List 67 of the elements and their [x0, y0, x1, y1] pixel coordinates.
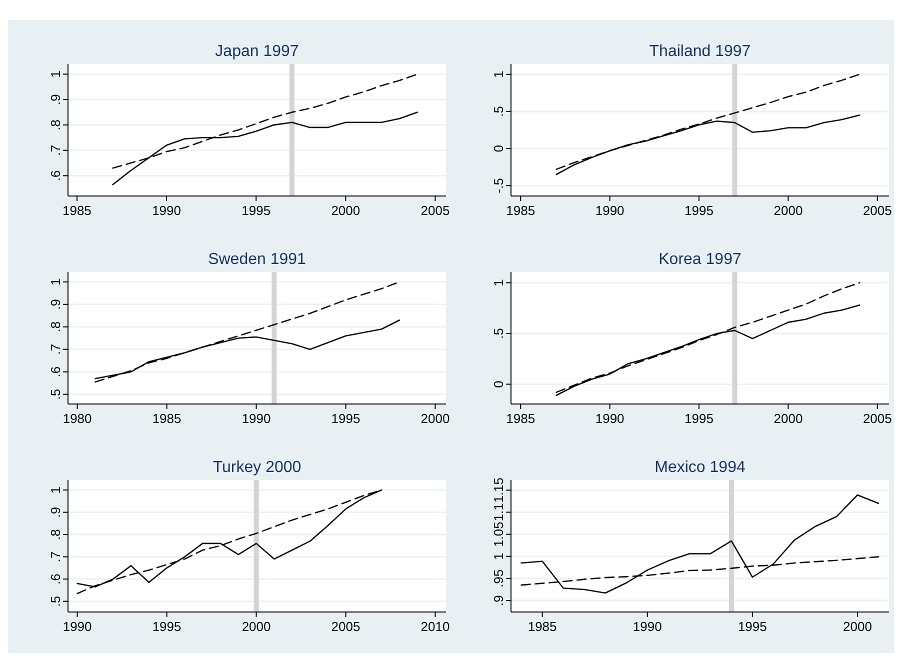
x-tick-label: 1980	[62, 411, 92, 426]
y-tick-label: 1	[48, 486, 63, 494]
y-tick-label: .8	[48, 529, 63, 540]
x-tick-label: 1985	[528, 619, 557, 634]
x-tick-label: 1990	[595, 203, 624, 218]
y-tick-label: 1.05	[491, 522, 506, 547]
x-tick-label: 1990	[62, 619, 92, 634]
y-tick-label: .8	[48, 120, 63, 130]
chart-title: Korea 1997	[658, 251, 742, 268]
x-tick-label: 2005	[331, 619, 360, 634]
y-tick-label: .5	[48, 388, 63, 400]
x-tick-label: 1995	[242, 203, 271, 218]
chart-title: Japan 1997	[215, 43, 299, 60]
x-tick-label: 2000	[331, 203, 360, 218]
y-tick-label: .9	[48, 506, 63, 518]
y-tick-label: 0	[491, 144, 506, 152]
y-tick-label: .6	[48, 574, 63, 584]
x-tick-label: 2000	[774, 411, 803, 426]
x-tick-label: 1985	[62, 203, 92, 218]
x-tick-label: 1995	[684, 411, 714, 426]
chart-title: Sweden 1991	[208, 251, 306, 268]
line-series	[520, 494, 880, 594]
x-tick-label: 1990	[595, 411, 624, 426]
y-tick-label: 1	[491, 279, 506, 286]
y-tick-label: -.5	[491, 178, 506, 194]
chart-title: Turkey 2000	[212, 459, 302, 476]
x-tick-label: 2005	[862, 203, 892, 218]
x-tick-label: 1990	[152, 203, 181, 218]
y-tick-label: .9	[48, 94, 63, 105]
chart-title: Thailand 1997	[649, 43, 751, 60]
y-tick-label: .5	[491, 106, 506, 117]
x-tick-label: 2000	[774, 203, 803, 218]
y-tick-label: 1.1	[491, 503, 506, 522]
x-tick-label: 1985	[506, 203, 536, 218]
line-series	[556, 282, 860, 393]
x-tick-label: 1995	[684, 203, 714, 218]
y-tick-label: 1	[48, 70, 63, 78]
x-tick-label: 2000	[420, 411, 450, 426]
x-tick-label: 1990	[632, 619, 662, 634]
x-tick-label: 2000	[242, 619, 271, 634]
x-tick-label: 1995	[738, 619, 767, 634]
x-tick-label: 1995	[331, 411, 360, 426]
y-tick-label: 1	[491, 70, 506, 78]
y-tick-label: .8	[48, 321, 63, 332]
x-tick-label: 2005	[862, 411, 892, 426]
y-tick-label: 1.15	[491, 478, 506, 503]
x-tick-label: 1985	[152, 411, 182, 426]
y-tick-label: .5	[48, 596, 63, 607]
y-tick-label: .7	[48, 144, 63, 156]
x-tick-label: 2005	[420, 203, 450, 218]
y-tick-label: .9	[491, 595, 506, 606]
x-tick-label: 2010	[420, 619, 450, 634]
x-tick-label: 1995	[152, 619, 182, 634]
x-tick-label: 1990	[242, 411, 271, 426]
y-tick-label: .7	[48, 551, 63, 562]
chart-title: Mexico 1994	[654, 459, 746, 476]
y-tick-label: 1	[491, 552, 506, 560]
y-tick-label: 1	[48, 278, 63, 286]
y-tick-label: .6	[48, 170, 63, 182]
x-tick-label: 1985	[506, 411, 536, 426]
y-tick-label: .7	[48, 344, 63, 355]
x-tick-label: 2000	[843, 619, 872, 634]
y-tick-label: .6	[48, 366, 63, 378]
y-tick-label: .95	[491, 569, 506, 588]
y-tick-label: .9	[48, 298, 63, 310]
y-tick-label: .5	[491, 328, 506, 339]
y-tick-label: 0	[491, 380, 506, 388]
